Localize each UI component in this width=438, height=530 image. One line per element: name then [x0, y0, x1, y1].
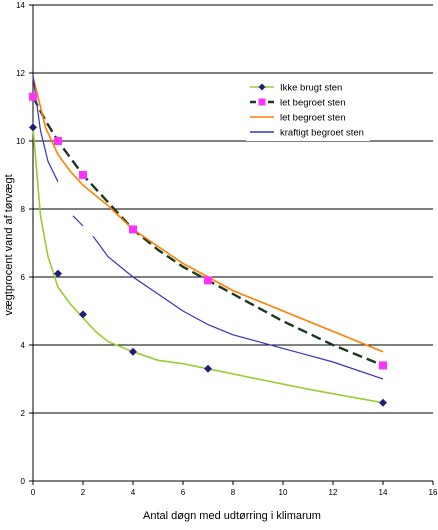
legend-background — [246, 79, 370, 141]
marker-layer — [29, 92, 387, 407]
y-tick-label-6: 6 — [21, 273, 26, 282]
series-1-point-1 — [29, 123, 37, 132]
series-2-point-1 — [29, 92, 37, 101]
legend: Ikke brugt sten let begroet sten let begro… — [246, 79, 370, 141]
x-tick-label-0: 0 — [31, 488, 36, 497]
series-3-line — [32, 76, 384, 353]
legend-marker-1 — [258, 83, 266, 91]
legend-label-4: kraftigt begroet sten — [280, 128, 364, 139]
legend-label-3: let begroet sten — [280, 113, 346, 124]
series-2-point-4 — [129, 225, 137, 234]
x-tick-label-10: 10 — [279, 488, 288, 497]
y-tick-label-2: 2 — [21, 409, 26, 418]
y-tick-label-4: 4 — [21, 341, 26, 350]
legend-marker-2 — [258, 98, 266, 106]
x-tick-label-16: 16 — [429, 488, 438, 497]
y-axis-title: vægtprocent vand af tørvægt — [3, 174, 15, 315]
x-axis-title: Antal døgn med udtørring i klimarum — [143, 510, 321, 522]
y-tick-label-10: 10 — [16, 137, 25, 146]
series-1-line — [32, 127, 384, 404]
y-tick-label-14: 14 — [16, 1, 25, 10]
y-tick-label-12: 12 — [16, 69, 25, 78]
series-1-point-6 — [379, 398, 387, 407]
series-2-point-2 — [54, 137, 62, 145]
series-1-point-5 — [204, 364, 212, 373]
series-4-line-segment-1 — [32, 76, 59, 183]
series-4-line-segment-2 — [72, 215, 84, 227]
axes-layer: 0 2 4 6 8 10 12 14 0 2 4 6 8 10 12 14 16 — [16, 1, 438, 497]
x-tick-label-2: 2 — [81, 488, 86, 497]
series-2-point-5 — [204, 276, 212, 285]
x-tick-label-12: 12 — [329, 488, 338, 497]
x-tick-label-4: 4 — [131, 488, 136, 497]
series-1-point-2 — [54, 269, 62, 278]
series-4-line-segment-3 — [92, 235, 384, 380]
series-1-point-4 — [129, 347, 137, 356]
grid-layer — [33, 4, 433, 414]
legend-label-1: Ikke brugt sten — [280, 83, 342, 94]
x-tick-label-8: 8 — [231, 488, 236, 497]
y-tick-label-0: 0 — [21, 477, 26, 486]
x-tick-label-14: 14 — [379, 488, 388, 497]
x-tick-label-6: 6 — [181, 488, 186, 497]
series-2-point-6 — [379, 361, 387, 370]
y-tick-label-8: 8 — [21, 205, 26, 214]
series-2-point-3 — [79, 171, 87, 179]
legend-label-2: let begroet sten — [280, 98, 346, 109]
series-1-point-3 — [79, 310, 87, 319]
